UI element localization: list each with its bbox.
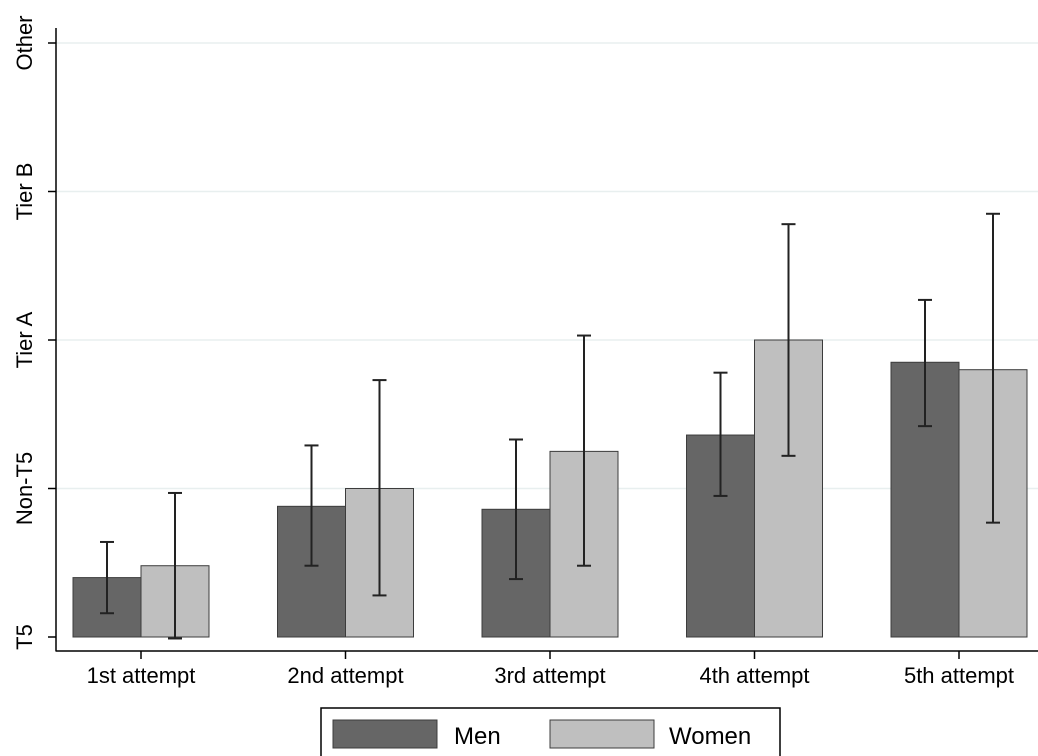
x-tick-label: 4th attempt <box>699 663 809 688</box>
error-bar <box>986 212 1000 524</box>
error-bar <box>509 438 523 581</box>
legend-label: Women <box>669 723 751 750</box>
x-tick-label: 2nd attempt <box>287 663 403 688</box>
error-bar <box>713 371 728 497</box>
x-tick-label: 1st attempt <box>87 663 196 688</box>
y-tick-label: Tier A <box>12 311 37 368</box>
y-tick-label: Tier B <box>12 163 37 221</box>
error-bar <box>918 298 932 428</box>
error-bars <box>100 212 1000 640</box>
y-tick-label: Non-T5 <box>12 452 37 525</box>
legend-swatch <box>332 719 438 749</box>
gridlines <box>56 42 1038 490</box>
legend: Men Women <box>320 707 781 756</box>
legend-label: Men <box>454 723 501 750</box>
y-tick-label: T5 <box>12 624 37 650</box>
error-bar <box>168 491 182 640</box>
axes: T5 Non-T5 Tier A Tier B Other 1st attempt 2nd … <box>12 15 1038 688</box>
error-bar <box>100 540 114 615</box>
error-bar <box>372 379 387 597</box>
x-tick-label: 5th attempt <box>904 663 1014 688</box>
y-tick-label: Other <box>12 15 37 70</box>
legend-swatch <box>549 719 655 749</box>
x-tick-label: 3rd attempt <box>494 663 605 688</box>
error-bar <box>781 223 796 457</box>
error-bar <box>304 444 319 567</box>
error-bar <box>577 334 591 567</box>
